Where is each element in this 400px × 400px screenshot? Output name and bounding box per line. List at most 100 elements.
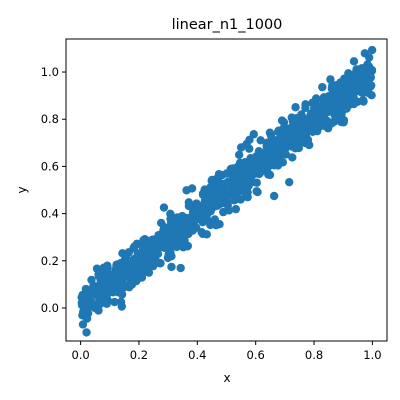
data-point bbox=[352, 78, 361, 87]
data-point bbox=[156, 218, 166, 228]
data-point bbox=[124, 283, 134, 292]
data-point bbox=[274, 154, 284, 163]
y-tick-label: 0.6 bbox=[41, 159, 59, 173]
data-point bbox=[192, 199, 201, 208]
x-tick-label: 1.0 bbox=[363, 348, 381, 362]
data-point bbox=[324, 91, 334, 101]
data-point bbox=[85, 299, 95, 309]
data-point bbox=[288, 153, 297, 162]
data-point bbox=[363, 76, 372, 86]
plot-frame bbox=[65, 38, 388, 342]
data-point bbox=[249, 130, 258, 139]
x-tick-label: 0.6 bbox=[247, 348, 265, 362]
data-point bbox=[193, 212, 202, 221]
data-point bbox=[349, 92, 358, 102]
data-point bbox=[82, 328, 91, 337]
data-point bbox=[92, 264, 102, 273]
data-point bbox=[295, 120, 304, 130]
data-point bbox=[279, 118, 289, 127]
data-point bbox=[142, 238, 151, 248]
data-point bbox=[243, 192, 252, 202]
data-point bbox=[231, 204, 241, 214]
data-point bbox=[286, 124, 295, 133]
data-point bbox=[318, 82, 327, 92]
data-point bbox=[236, 143, 246, 152]
data-point bbox=[328, 80, 337, 90]
data-point bbox=[233, 173, 242, 183]
data-point bbox=[356, 65, 366, 74]
data-point bbox=[359, 97, 368, 106]
data-point bbox=[247, 166, 256, 175]
data-point bbox=[211, 188, 220, 197]
data-point bbox=[102, 275, 112, 284]
data-point bbox=[182, 186, 191, 195]
y-axis-label: y bbox=[15, 186, 29, 193]
x-tick-label: 0.2 bbox=[130, 348, 148, 362]
data-point bbox=[335, 110, 345, 120]
data-point bbox=[78, 320, 88, 329]
data-point bbox=[319, 121, 329, 130]
y-tick-label: 0.0 bbox=[41, 301, 59, 315]
data-point bbox=[160, 243, 169, 252]
data-point bbox=[159, 203, 169, 212]
data-point bbox=[256, 136, 265, 145]
data-point bbox=[253, 187, 262, 197]
points-layer bbox=[77, 45, 377, 337]
data-point bbox=[301, 100, 310, 109]
data-point bbox=[210, 215, 219, 224]
data-point bbox=[367, 90, 376, 100]
data-point bbox=[327, 119, 336, 128]
data-point bbox=[112, 270, 121, 279]
data-point bbox=[306, 122, 316, 131]
y-axis-ticks: 0.0 0.2 0.4 0.6 0.8 1.0 bbox=[41, 65, 66, 315]
data-point bbox=[273, 135, 282, 145]
data-point bbox=[117, 290, 127, 299]
y-tick-label: 0.2 bbox=[41, 254, 59, 268]
data-point bbox=[166, 214, 176, 224]
data-point bbox=[318, 102, 328, 111]
data-point bbox=[279, 124, 288, 133]
data-point bbox=[204, 188, 213, 197]
data-point bbox=[349, 57, 359, 66]
data-point bbox=[363, 69, 372, 78]
data-point bbox=[333, 92, 343, 101]
data-point bbox=[99, 267, 108, 277]
data-point bbox=[304, 140, 314, 150]
data-point bbox=[325, 105, 335, 115]
x-axis-label: x bbox=[223, 371, 230, 385]
data-point bbox=[367, 45, 377, 55]
data-point bbox=[181, 241, 190, 250]
y-tick-label: 0.4 bbox=[41, 207, 59, 221]
data-point bbox=[266, 156, 275, 166]
data-point bbox=[161, 233, 170, 242]
data-point bbox=[204, 199, 213, 208]
data-point bbox=[184, 198, 193, 207]
x-tick-label: 0.0 bbox=[71, 348, 89, 362]
data-point bbox=[218, 192, 228, 201]
data-point bbox=[141, 251, 150, 260]
data-point bbox=[171, 230, 180, 239]
data-point bbox=[93, 285, 103, 294]
data-point bbox=[207, 175, 217, 185]
data-point bbox=[167, 262, 176, 272]
data-point bbox=[164, 250, 173, 259]
data-point bbox=[224, 206, 234, 215]
data-point bbox=[258, 151, 267, 160]
data-point bbox=[299, 114, 309, 123]
data-point bbox=[202, 230, 211, 239]
data-point bbox=[198, 217, 207, 227]
data-point bbox=[132, 276, 141, 286]
data-point bbox=[83, 288, 92, 297]
data-point bbox=[340, 86, 349, 96]
data-point bbox=[291, 137, 300, 146]
data-point bbox=[133, 249, 142, 258]
data-point bbox=[94, 299, 104, 308]
data-point bbox=[249, 155, 258, 165]
data-point bbox=[291, 103, 300, 112]
data-point bbox=[110, 297, 119, 307]
data-point bbox=[211, 201, 220, 211]
data-point bbox=[241, 180, 250, 189]
data-point bbox=[133, 265, 143, 274]
x-tick-label: 0.8 bbox=[305, 348, 323, 362]
data-point bbox=[78, 298, 87, 308]
